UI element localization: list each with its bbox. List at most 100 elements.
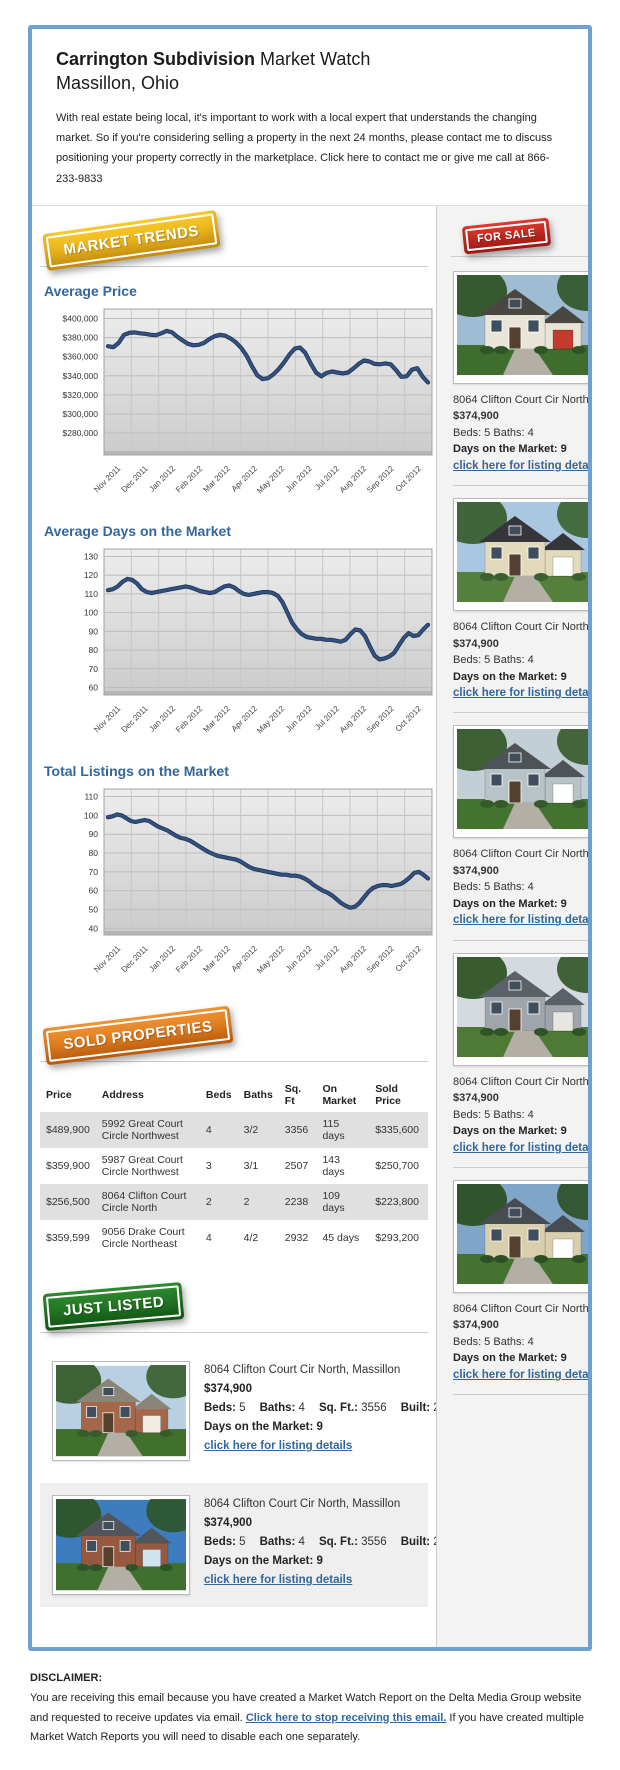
table-cell: $256,500: [46, 1195, 90, 1208]
table-cell: 3/2: [243, 1123, 259, 1136]
house-photo: [439, 1171, 588, 1284]
svg-text:60: 60: [89, 886, 99, 896]
house-photo: [439, 262, 588, 375]
just-listed-items: 8064 Clifton Court Cir North, Massillon …: [40, 1349, 459, 1607]
for-sale-card: 8064 Clifton Court Cir North $374,900 Be…: [439, 944, 592, 1168]
listing-address: 8064 Clifton Court Cir North: [453, 621, 589, 634]
listing-text: 8064 Clifton Court Cir North, Massillon …: [204, 1361, 473, 1461]
table-cell: 4: [205, 1123, 212, 1136]
stop-receiving-link[interactable]: Click here to stop receiving this email.: [245, 1711, 447, 1724]
table-cell: $335,600: [375, 1123, 419, 1136]
listing-photo: [439, 1171, 588, 1293]
listing-details-link[interactable]: click here for listing details: [204, 1439, 353, 1452]
email-body: MARKET TRENDS Average Price $400,000 $380,…: [32, 204, 588, 1647]
table-row: $256,500 8064 Clifton Court Circle North 2…: [40, 1183, 428, 1220]
svg-text:50: 50: [89, 905, 99, 915]
svg-text:90: 90: [89, 626, 99, 636]
svg-text:110: 110: [84, 589, 98, 599]
sold-properties-badge-row: SOLD PROPERTIES: [40, 1005, 428, 1066]
svg-text:Nov 2011: Nov 2011: [92, 944, 123, 975]
table-cell: 4: [205, 1231, 212, 1244]
table-cell: 9056 Drake Court Circle Northeast: [101, 1225, 185, 1250]
sold-table-header: Beds: [205, 1088, 232, 1101]
table-cell: $250,700: [375, 1159, 419, 1172]
chart-title: Total Listings on the Market: [44, 762, 229, 779]
for-sale-card: 8064 Clifton Court Cir North $374,900 Be…: [439, 717, 592, 941]
svg-text:May 2012: May 2012: [255, 704, 287, 736]
page-subtitle: Massillon, Ohio: [56, 73, 180, 94]
card-divider: [453, 1166, 588, 1168]
svg-text:$300,000: $300,000: [63, 409, 99, 419]
listing-beds-baths: Beds: 5 Baths: 4: [453, 654, 534, 667]
table-cell: 143 days: [322, 1153, 345, 1178]
table-cell: 109 days: [322, 1189, 345, 1214]
svg-text:$320,000: $320,000: [63, 390, 99, 400]
listing-spec: Sq. Ft.: 3556: [318, 1535, 387, 1548]
svg-text:70: 70: [89, 664, 99, 674]
listing-address: 8064 Clifton Court Cir North: [453, 393, 589, 406]
svg-text:Aug 2012: Aug 2012: [338, 464, 369, 495]
for-sale-card: 8064 Clifton Court Cir North $374,900 Be…: [439, 262, 592, 487]
table-cell: 3356: [284, 1123, 309, 1136]
svg-text:90: 90: [89, 829, 99, 839]
listing-days-on-market: Days on the Market: 9: [204, 1554, 323, 1567]
svg-text:110: 110: [84, 792, 98, 802]
house-photo: [439, 490, 588, 603]
for-sale-cards: 8064 Clifton Court Cir North $374,900 Be…: [439, 262, 592, 1396]
table-cell: 2238: [284, 1195, 309, 1208]
email-frame: Carrington Subdivision Market Watch Mass…: [28, 25, 592, 1651]
svg-text:Jan 2012: Jan 2012: [147, 464, 177, 494]
svg-text:Feb 2012: Feb 2012: [174, 944, 205, 975]
line-chart: $400,000 $380,000 $360,000 $340,000 $320,000…: [63, 308, 433, 495]
table-row: $359,900 5987 Great Court Circle Northwes…: [40, 1148, 428, 1184]
listing-price: $374,900: [453, 1092, 499, 1105]
table-cell: 2507: [284, 1159, 309, 1172]
listing-address: 8064 Clifton Court Cir North: [453, 848, 589, 861]
table-cell: 2: [243, 1195, 250, 1208]
sold-table-header: Sq. Ft: [284, 1082, 302, 1107]
listing-details-link[interactable]: click here for listing details: [453, 1368, 592, 1381]
table-cell: 3: [205, 1159, 212, 1172]
listing-text: 8064 Clifton Court Cir North $374,900 Be…: [453, 1301, 592, 1384]
listing-text: 8064 Clifton Court Cir North $374,900 Be…: [453, 392, 592, 475]
table-cell: 2: [205, 1195, 212, 1208]
chart-title: Average Price: [44, 282, 137, 299]
svg-text:May 2012: May 2012: [255, 944, 287, 976]
svg-text:Aug 2012: Aug 2012: [338, 704, 369, 735]
just-listed-badge-row: JUST LISTED: [40, 1281, 428, 1333]
listing-days-on-market: Days on the Market: 9: [453, 1352, 567, 1365]
listing-details-link[interactable]: click here for listing details: [453, 459, 592, 472]
table-row: $489,900 5992 Great Court Circle Northwes…: [40, 1111, 428, 1148]
svg-text:40: 40: [89, 923, 99, 933]
listing-price: $374,900: [453, 637, 499, 650]
svg-text:Jun 2012: Jun 2012: [284, 704, 314, 734]
listing-price: $374,900: [453, 410, 499, 423]
listing-text: 8064 Clifton Court Cir North, Massillon …: [204, 1495, 473, 1595]
listing-spec: Beds: 5: [204, 1401, 246, 1414]
svg-text:$400,000: $400,000: [63, 314, 99, 324]
market-trends-badge-row: MARKET TRENDS: [40, 210, 428, 271]
charts-container: Average Price $400,000 $380,000 $360,000 $34…: [40, 282, 433, 989]
listing-details-link[interactable]: click here for listing details: [453, 914, 592, 927]
table-cell: $359,900: [46, 1159, 90, 1172]
just-listed-item: 8064 Clifton Court Cir North, Massillon …: [40, 1349, 459, 1473]
svg-text:130: 130: [84, 551, 98, 561]
listing-beds-baths: Beds: 5 Baths: 4: [453, 426, 534, 439]
chart-title: Average Days on the Market: [44, 522, 231, 539]
listing-details-link[interactable]: click here for listing details: [204, 1573, 353, 1586]
table-cell: $489,900: [46, 1123, 90, 1136]
listing-photo: [52, 1494, 190, 1595]
intro-text: With real estate being local, it's impor…: [56, 111, 553, 185]
card-divider: [453, 712, 588, 714]
listing-price: $374,900: [204, 1516, 252, 1529]
for-sale-sidebar: FOR SALE 8064 Clifton Court Cir North $3…: [436, 205, 592, 1647]
listing-details-link[interactable]: click here for listing details: [453, 687, 592, 700]
svg-text:Oct 2012: Oct 2012: [394, 464, 424, 494]
svg-text:$380,000: $380,000: [63, 333, 99, 343]
table-cell: 45 days: [322, 1231, 360, 1244]
listing-details-link[interactable]: click here for listing details: [453, 1141, 592, 1154]
listing-beds-baths: Beds: 5 Baths: 4: [453, 1335, 534, 1348]
